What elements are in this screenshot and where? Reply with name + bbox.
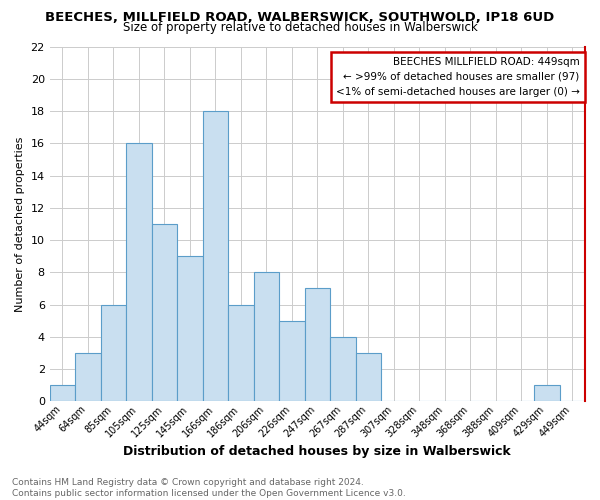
Bar bbox=[279, 320, 305, 402]
Text: Size of property relative to detached houses in Walberswick: Size of property relative to detached ho… bbox=[122, 21, 478, 34]
Bar bbox=[305, 288, 330, 402]
Bar bbox=[152, 224, 177, 402]
Text: BEECHES, MILLFIELD ROAD, WALBERSWICK, SOUTHWOLD, IP18 6UD: BEECHES, MILLFIELD ROAD, WALBERSWICK, SO… bbox=[46, 11, 554, 24]
Bar bbox=[75, 353, 101, 402]
Bar bbox=[356, 353, 381, 402]
Bar bbox=[228, 304, 254, 402]
Text: BEECHES MILLFIELD ROAD: 449sqm
← >99% of detached houses are smaller (97)
<1% of: BEECHES MILLFIELD ROAD: 449sqm ← >99% of… bbox=[336, 57, 580, 96]
Bar bbox=[177, 256, 203, 402]
Y-axis label: Number of detached properties: Number of detached properties bbox=[15, 136, 25, 312]
X-axis label: Distribution of detached houses by size in Walberswick: Distribution of detached houses by size … bbox=[124, 444, 511, 458]
Bar bbox=[254, 272, 279, 402]
Bar bbox=[126, 144, 152, 402]
Bar bbox=[330, 337, 356, 402]
Bar bbox=[50, 385, 75, 402]
Bar bbox=[101, 304, 126, 402]
Bar bbox=[203, 111, 228, 402]
Text: Contains HM Land Registry data © Crown copyright and database right 2024.
Contai: Contains HM Land Registry data © Crown c… bbox=[12, 478, 406, 498]
Bar bbox=[534, 385, 560, 402]
